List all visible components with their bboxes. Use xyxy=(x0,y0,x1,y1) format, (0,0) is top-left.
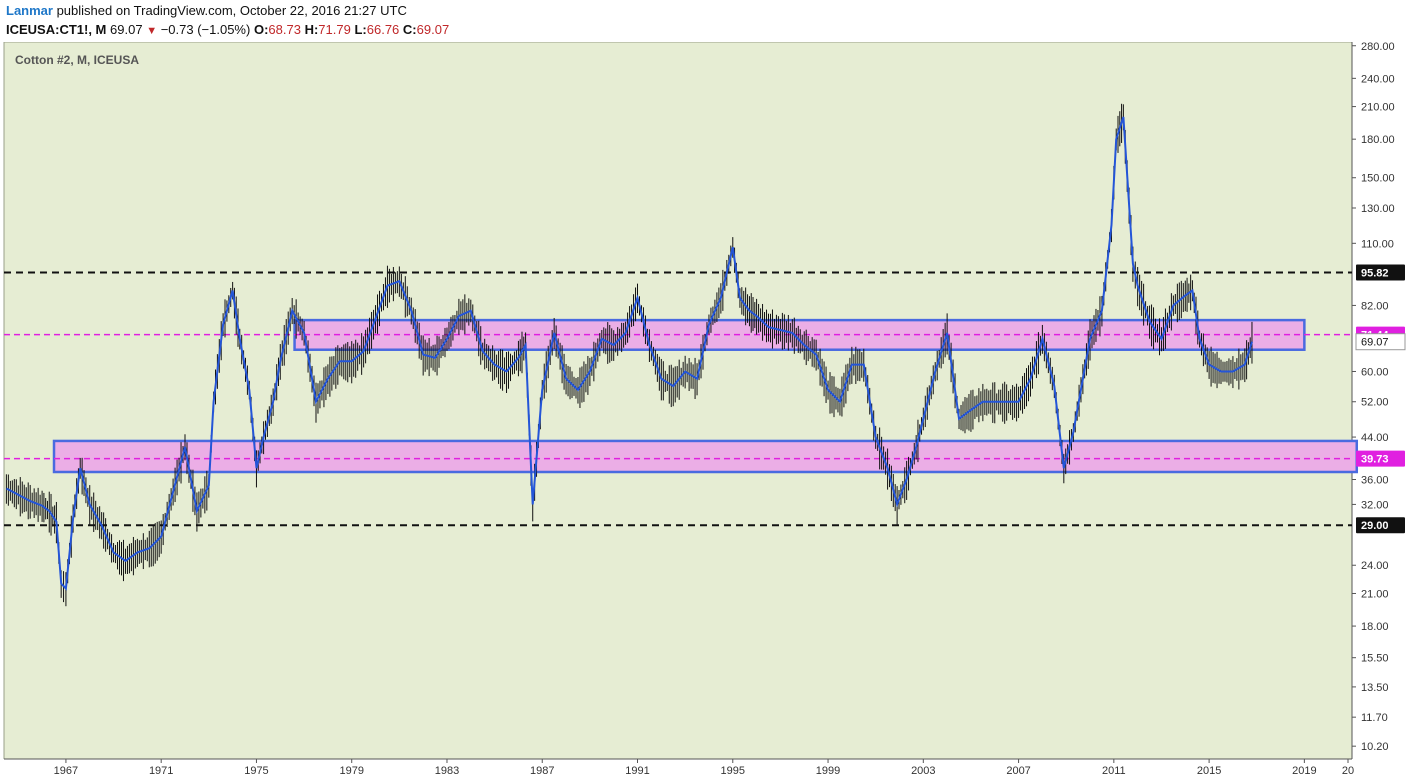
high-label: H: xyxy=(304,22,319,37)
y-tick-label: 280.00 xyxy=(1361,42,1395,53)
price-axis[interactable] xyxy=(1352,42,1409,783)
y-tick-label: 13.50 xyxy=(1361,682,1389,694)
price-chart[interactable]: 280.00 240.00 210.00 180.00 150.00 130.00 110.… xyxy=(0,42,1409,783)
x-tick-label: 2015 xyxy=(1197,765,1221,777)
close-label: C: xyxy=(402,22,417,37)
x-tick-label: 2007 xyxy=(1006,765,1030,777)
plot-area[interactable] xyxy=(3,42,1353,760)
y-tick-label: 60.00 xyxy=(1361,366,1389,378)
price-zone-2 xyxy=(52,439,1359,474)
symbol-label: ICEUSA:CT1!, M xyxy=(6,22,107,37)
x-tick-label: 1987 xyxy=(530,765,554,777)
down-arrow-icon: ▼ xyxy=(146,25,158,37)
level-label-29.00-bg xyxy=(1356,517,1405,534)
ohlc-line: ICEUSA:CT1!, M 69.07 ▼ −0.73 (−1.05%) O:… xyxy=(6,22,449,37)
x-tick-label: 1991 xyxy=(625,765,649,777)
level-label-95.82: 95.82 xyxy=(1361,267,1389,279)
y-tick-label: 82.00 xyxy=(1361,300,1389,312)
published-text: published on TradingView.com, October 22… xyxy=(52,3,407,18)
level-label-95.82-bg xyxy=(1356,264,1405,281)
price-series-line xyxy=(5,116,1253,591)
x-tick-label: 1975 xyxy=(244,765,268,777)
level-label-29.00: 29.00 xyxy=(1361,520,1389,532)
y-tick-label: 24.00 xyxy=(1361,560,1389,572)
y-tick-label: 21.00 xyxy=(1361,588,1389,600)
x-tick-label: 2011 xyxy=(1102,765,1126,777)
publication-line: Lanmar published on TradingView.com, Oct… xyxy=(6,3,407,18)
y-tick-label: 150.00 xyxy=(1361,173,1395,185)
y-tick-label: 130.00 xyxy=(1361,203,1395,215)
y-tick-label: 32.00 xyxy=(1361,499,1389,511)
price-change: −0.73 (−1.05%) xyxy=(160,22,251,37)
x-tick-label: 2003 xyxy=(911,765,935,777)
low-value: 66.76 xyxy=(366,22,400,37)
x-tick-label: 1999 xyxy=(816,765,840,777)
last-price-tag xyxy=(1355,333,1406,351)
y-tick-label: 11.70 xyxy=(1361,712,1388,724)
x-tick-label: 1967 xyxy=(54,765,78,777)
x-tick-label: 20 xyxy=(1342,765,1354,777)
y-tick-label: 18.00 xyxy=(1361,621,1389,633)
chart-title: Cotton #2, M, ICEUSA xyxy=(15,53,140,67)
x-tick-label: 1995 xyxy=(721,765,745,777)
time-axis[interactable] xyxy=(0,759,1352,783)
y-tick-label: 52.00 xyxy=(1361,397,1389,409)
x-tick-label: 1979 xyxy=(339,765,363,777)
y-tick-label: 180.00 xyxy=(1361,134,1395,146)
chart-header: Lanmar published on TradingView.com, Oct… xyxy=(0,0,1409,42)
low-label: L: xyxy=(354,22,367,37)
level-label-39.73-bg xyxy=(1356,450,1405,467)
x-tick-label: 1971 xyxy=(149,765,173,777)
author-link[interactable]: Lanmar xyxy=(6,3,53,18)
last-price-label: 69.07 xyxy=(1361,337,1389,349)
level-label-39.73: 39.73 xyxy=(1361,454,1389,466)
close-value: 69.07 xyxy=(416,22,450,37)
y-tick-label: 36.00 xyxy=(1361,475,1389,487)
high-value: 71.79 xyxy=(318,22,351,37)
y-tick-label: 15.50 xyxy=(1361,653,1389,665)
y-tick-label: 210.00 xyxy=(1361,102,1395,114)
last-price: 69.07 xyxy=(110,22,143,37)
x-tick-label: 2019 xyxy=(1292,765,1316,777)
open-value: 68.73 xyxy=(268,22,301,37)
open-label: O: xyxy=(253,22,269,37)
y-tick-label: 240.00 xyxy=(1361,73,1395,85)
x-tick-label: 1983 xyxy=(435,765,459,777)
y-tick-label: 44.00 xyxy=(1361,432,1389,444)
y-tick-label: 10.20 xyxy=(1361,741,1389,753)
y-tick-label: 110.00 xyxy=(1361,238,1394,250)
